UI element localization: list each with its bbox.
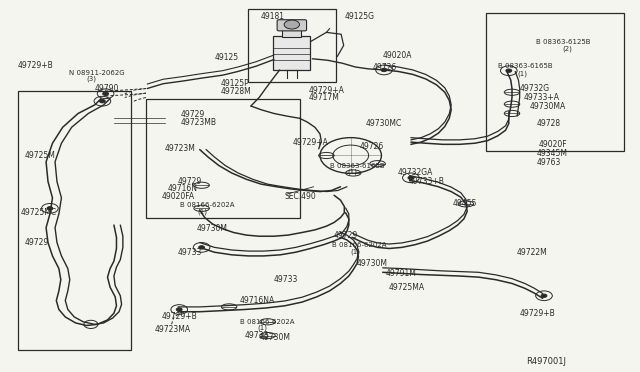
- Text: 49730M: 49730M: [259, 333, 290, 342]
- Circle shape: [102, 92, 109, 96]
- Text: 49733: 49733: [244, 331, 269, 340]
- Circle shape: [506, 69, 512, 73]
- Text: (1): (1): [257, 325, 268, 331]
- Text: 49729: 49729: [24, 238, 49, 247]
- Bar: [273, 36, 310, 70]
- Text: 49729: 49729: [180, 110, 205, 119]
- Text: R497001J: R497001J: [526, 357, 566, 366]
- Text: (1): (1): [517, 70, 527, 77]
- Text: 49729: 49729: [178, 177, 202, 186]
- Circle shape: [408, 176, 414, 180]
- Text: B 08166-6202A: B 08166-6202A: [240, 319, 294, 325]
- Text: 49345M: 49345M: [536, 149, 567, 158]
- Text: 49726: 49726: [372, 63, 397, 72]
- Text: B 08166-6202A: B 08166-6202A: [332, 242, 386, 248]
- Circle shape: [99, 99, 106, 103]
- Text: 49728M: 49728M: [221, 87, 252, 96]
- Text: 49730MA: 49730MA: [530, 102, 566, 110]
- Text: 49455: 49455: [453, 199, 477, 208]
- Text: B 08166-6202A: B 08166-6202A: [180, 202, 235, 208]
- Text: (3): (3): [86, 76, 97, 82]
- Text: (1): (1): [351, 249, 361, 256]
- Text: 49728: 49728: [536, 119, 561, 128]
- Text: 49725MA: 49725MA: [389, 283, 425, 292]
- Bar: [18, 91, 131, 350]
- Circle shape: [381, 68, 387, 72]
- Text: N 08911-2062G: N 08911-2062G: [69, 70, 125, 76]
- Circle shape: [47, 206, 53, 210]
- Text: 49763: 49763: [536, 158, 561, 167]
- Text: 49723M: 49723M: [165, 144, 196, 153]
- Text: 49729+B: 49729+B: [520, 309, 556, 318]
- Text: 49181: 49181: [261, 12, 285, 21]
- Text: 49733: 49733: [178, 248, 202, 257]
- Text: 49723MB: 49723MB: [180, 118, 216, 126]
- Text: (1): (1): [347, 169, 357, 175]
- Text: 49716N: 49716N: [168, 185, 198, 193]
- Text: 49020FA: 49020FA: [161, 192, 195, 201]
- Text: 49790: 49790: [95, 84, 119, 93]
- Circle shape: [198, 246, 205, 249]
- Text: 49729+A: 49729+A: [308, 86, 344, 94]
- Text: 49020A: 49020A: [383, 51, 412, 60]
- Text: 49730M: 49730M: [197, 224, 228, 233]
- Text: 49723MA: 49723MA: [155, 325, 191, 334]
- Circle shape: [284, 20, 300, 29]
- Bar: [486, 13, 624, 151]
- Text: (2): (2): [562, 46, 572, 52]
- Text: 49729+B: 49729+B: [161, 312, 197, 321]
- Text: B 08363-6125B: B 08363-6125B: [536, 39, 591, 45]
- Text: 49730MC: 49730MC: [366, 119, 403, 128]
- Text: SEC.490: SEC.490: [285, 192, 317, 201]
- Bar: [248, 9, 336, 82]
- FancyBboxPatch shape: [277, 20, 307, 31]
- Text: 49725MC: 49725MC: [20, 208, 56, 217]
- Text: 49020F: 49020F: [539, 140, 568, 149]
- Text: B 08363-6165B: B 08363-6165B: [498, 63, 552, 69]
- Text: 49729: 49729: [334, 231, 358, 240]
- Text: 49733: 49733: [274, 275, 298, 284]
- Circle shape: [541, 294, 547, 298]
- Text: B 08363-6165B: B 08363-6165B: [330, 163, 384, 169]
- Text: 49732G: 49732G: [520, 84, 550, 93]
- Text: 49733+B: 49733+B: [408, 177, 444, 186]
- Text: 49732GA: 49732GA: [398, 169, 433, 177]
- Text: 49125: 49125: [214, 53, 239, 62]
- Text: 49717M: 49717M: [308, 93, 339, 102]
- Text: (1): (1): [197, 208, 207, 215]
- Text: 49791M: 49791M: [385, 269, 416, 278]
- Bar: [282, 29, 301, 37]
- Text: 49722M: 49722M: [517, 248, 548, 257]
- Text: 49729+A: 49729+A: [293, 138, 329, 147]
- Text: 49730M: 49730M: [357, 259, 388, 268]
- Text: 49733+A: 49733+A: [524, 93, 559, 102]
- Bar: [146, 99, 300, 218]
- Text: 49716NA: 49716NA: [240, 296, 275, 305]
- Text: 49125P: 49125P: [221, 79, 250, 88]
- Text: 49729+B: 49729+B: [18, 61, 54, 70]
- Circle shape: [176, 308, 182, 311]
- Text: 49726: 49726: [360, 142, 384, 151]
- Text: 49725M: 49725M: [24, 151, 55, 160]
- Text: 49125G: 49125G: [344, 12, 374, 21]
